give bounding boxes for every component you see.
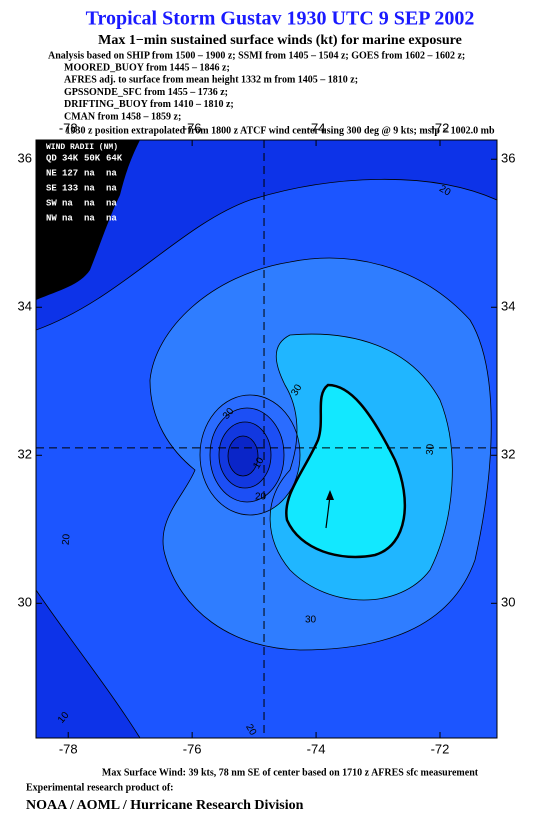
wind-radii-cell: na bbox=[84, 198, 95, 208]
title: Tropical Storm Gustav 1930 UTC 9 SEP 200… bbox=[86, 8, 475, 30]
contour-labels: 20 30 30 30 10 20 20 10 20 30 bbox=[56, 183, 453, 737]
organization: NOAA / AOML / Hurricane Research Divisio… bbox=[26, 798, 304, 813]
y-tick-label: 34 bbox=[501, 299, 515, 314]
x-tick-label: -74 bbox=[307, 120, 326, 135]
y-tick-label: 36 bbox=[18, 151, 32, 166]
x-tick-label: -72 bbox=[431, 741, 450, 756]
wind-radii-cell: na bbox=[84, 168, 95, 178]
analysis-note: AFRES adj. to surface from mean height 1… bbox=[64, 75, 358, 86]
contour-label: 30 bbox=[305, 615, 317, 626]
wind-radii-header: 64K bbox=[106, 153, 123, 163]
contour-label: 10 bbox=[251, 455, 266, 471]
x-tick-label: -74 bbox=[307, 741, 326, 756]
analysis-note: CMAN from 1458 – 1859 z; bbox=[64, 111, 181, 122]
y-tick-label: 32 bbox=[18, 447, 32, 462]
wind-radii-cell: na bbox=[62, 198, 73, 208]
contour-max bbox=[285, 383, 406, 559]
land bbox=[36, 140, 140, 300]
motion-arrow bbox=[325, 495, 331, 529]
analysis-note: GPSSONDE_SFC from 1455 – 1736 z; bbox=[64, 87, 228, 98]
wind-radii-header: 34K bbox=[62, 153, 79, 163]
contour-label: 30 bbox=[289, 382, 304, 398]
motion-arrow-head bbox=[326, 490, 334, 500]
wind-radii-cell: NW bbox=[46, 213, 57, 223]
wind-radii-cell: 127 bbox=[62, 168, 78, 178]
x-tick-label: -76 bbox=[183, 741, 202, 756]
y-tick-label: 32 bbox=[501, 447, 515, 462]
contour-label: 20 bbox=[437, 183, 453, 198]
analysis-note: DRIFTING_BUOY from 1410 – 1810 z; bbox=[64, 99, 234, 110]
wind-radii-cell: na bbox=[106, 198, 117, 208]
wind-radii-cell: SE bbox=[46, 183, 57, 193]
wind-radii-cell: na bbox=[106, 213, 117, 223]
analysis-note: MOORED_BUOY from 1445 – 1846 z; bbox=[64, 62, 230, 73]
wind-radii-title: WIND RADII (NM) bbox=[46, 143, 118, 152]
y-tick-label: 34 bbox=[18, 299, 32, 314]
contour-fill bbox=[227, 435, 259, 477]
wind-radii-cell: na bbox=[106, 168, 117, 178]
y-tick-label: 30 bbox=[18, 595, 32, 610]
subtitle: Max 1−min sustained surface winds (kt) f… bbox=[98, 33, 462, 48]
wind-radii-cell: SW bbox=[46, 198, 57, 208]
wind-radii-cell: 133 bbox=[62, 183, 78, 193]
x-tick-label: -76 bbox=[183, 120, 202, 135]
contour-label: 20 bbox=[255, 492, 267, 503]
x-tick-label: -78 bbox=[59, 741, 78, 756]
y-tick-label: 30 bbox=[501, 595, 515, 610]
notes: Analysis based on SHIP from 1500 – 1900 … bbox=[48, 50, 465, 122]
wind-radii-cell: na bbox=[62, 213, 73, 223]
axes: -78 -78 -76 -76 -74 -74 -72 -72 30 30 32 32 34 34 36 36 bbox=[18, 120, 516, 756]
analysis-note: Analysis based on SHIP from 1500 – 1900 … bbox=[48, 50, 465, 61]
wind-radii-header: 50K bbox=[84, 153, 101, 163]
map-frame bbox=[35, 139, 498, 739]
contour-line bbox=[36, 178, 497, 738]
contour-fill bbox=[36, 140, 497, 330]
contour-label: 30 bbox=[425, 443, 437, 455]
wind-radii-cell: na bbox=[84, 183, 95, 193]
contour-label: 20 bbox=[61, 533, 73, 545]
max-wind: Max Surface Wind: 39 kts, 78 nm SE of ce… bbox=[102, 767, 479, 778]
wind-radii-cell: na bbox=[84, 213, 95, 223]
contour-label: 20 bbox=[243, 722, 258, 738]
y-tick-label: 36 bbox=[501, 151, 515, 166]
position-note: 1930 z position extrapolated from 1800 z… bbox=[65, 125, 495, 136]
x-tick-label: -72 bbox=[431, 120, 450, 135]
credit: Experimental research product of: bbox=[26, 782, 173, 793]
wind-radii-cell: NE bbox=[46, 168, 57, 178]
wind-field bbox=[36, 140, 497, 738]
x-tick-label: -78 bbox=[59, 120, 78, 135]
wind-radii-header: QD bbox=[46, 153, 57, 163]
wind-radii-cell: na bbox=[106, 183, 117, 193]
wind-radii: WIND RADII (NM) QD 34K 50K 64K NE 127 na na SE 13… bbox=[46, 143, 123, 223]
